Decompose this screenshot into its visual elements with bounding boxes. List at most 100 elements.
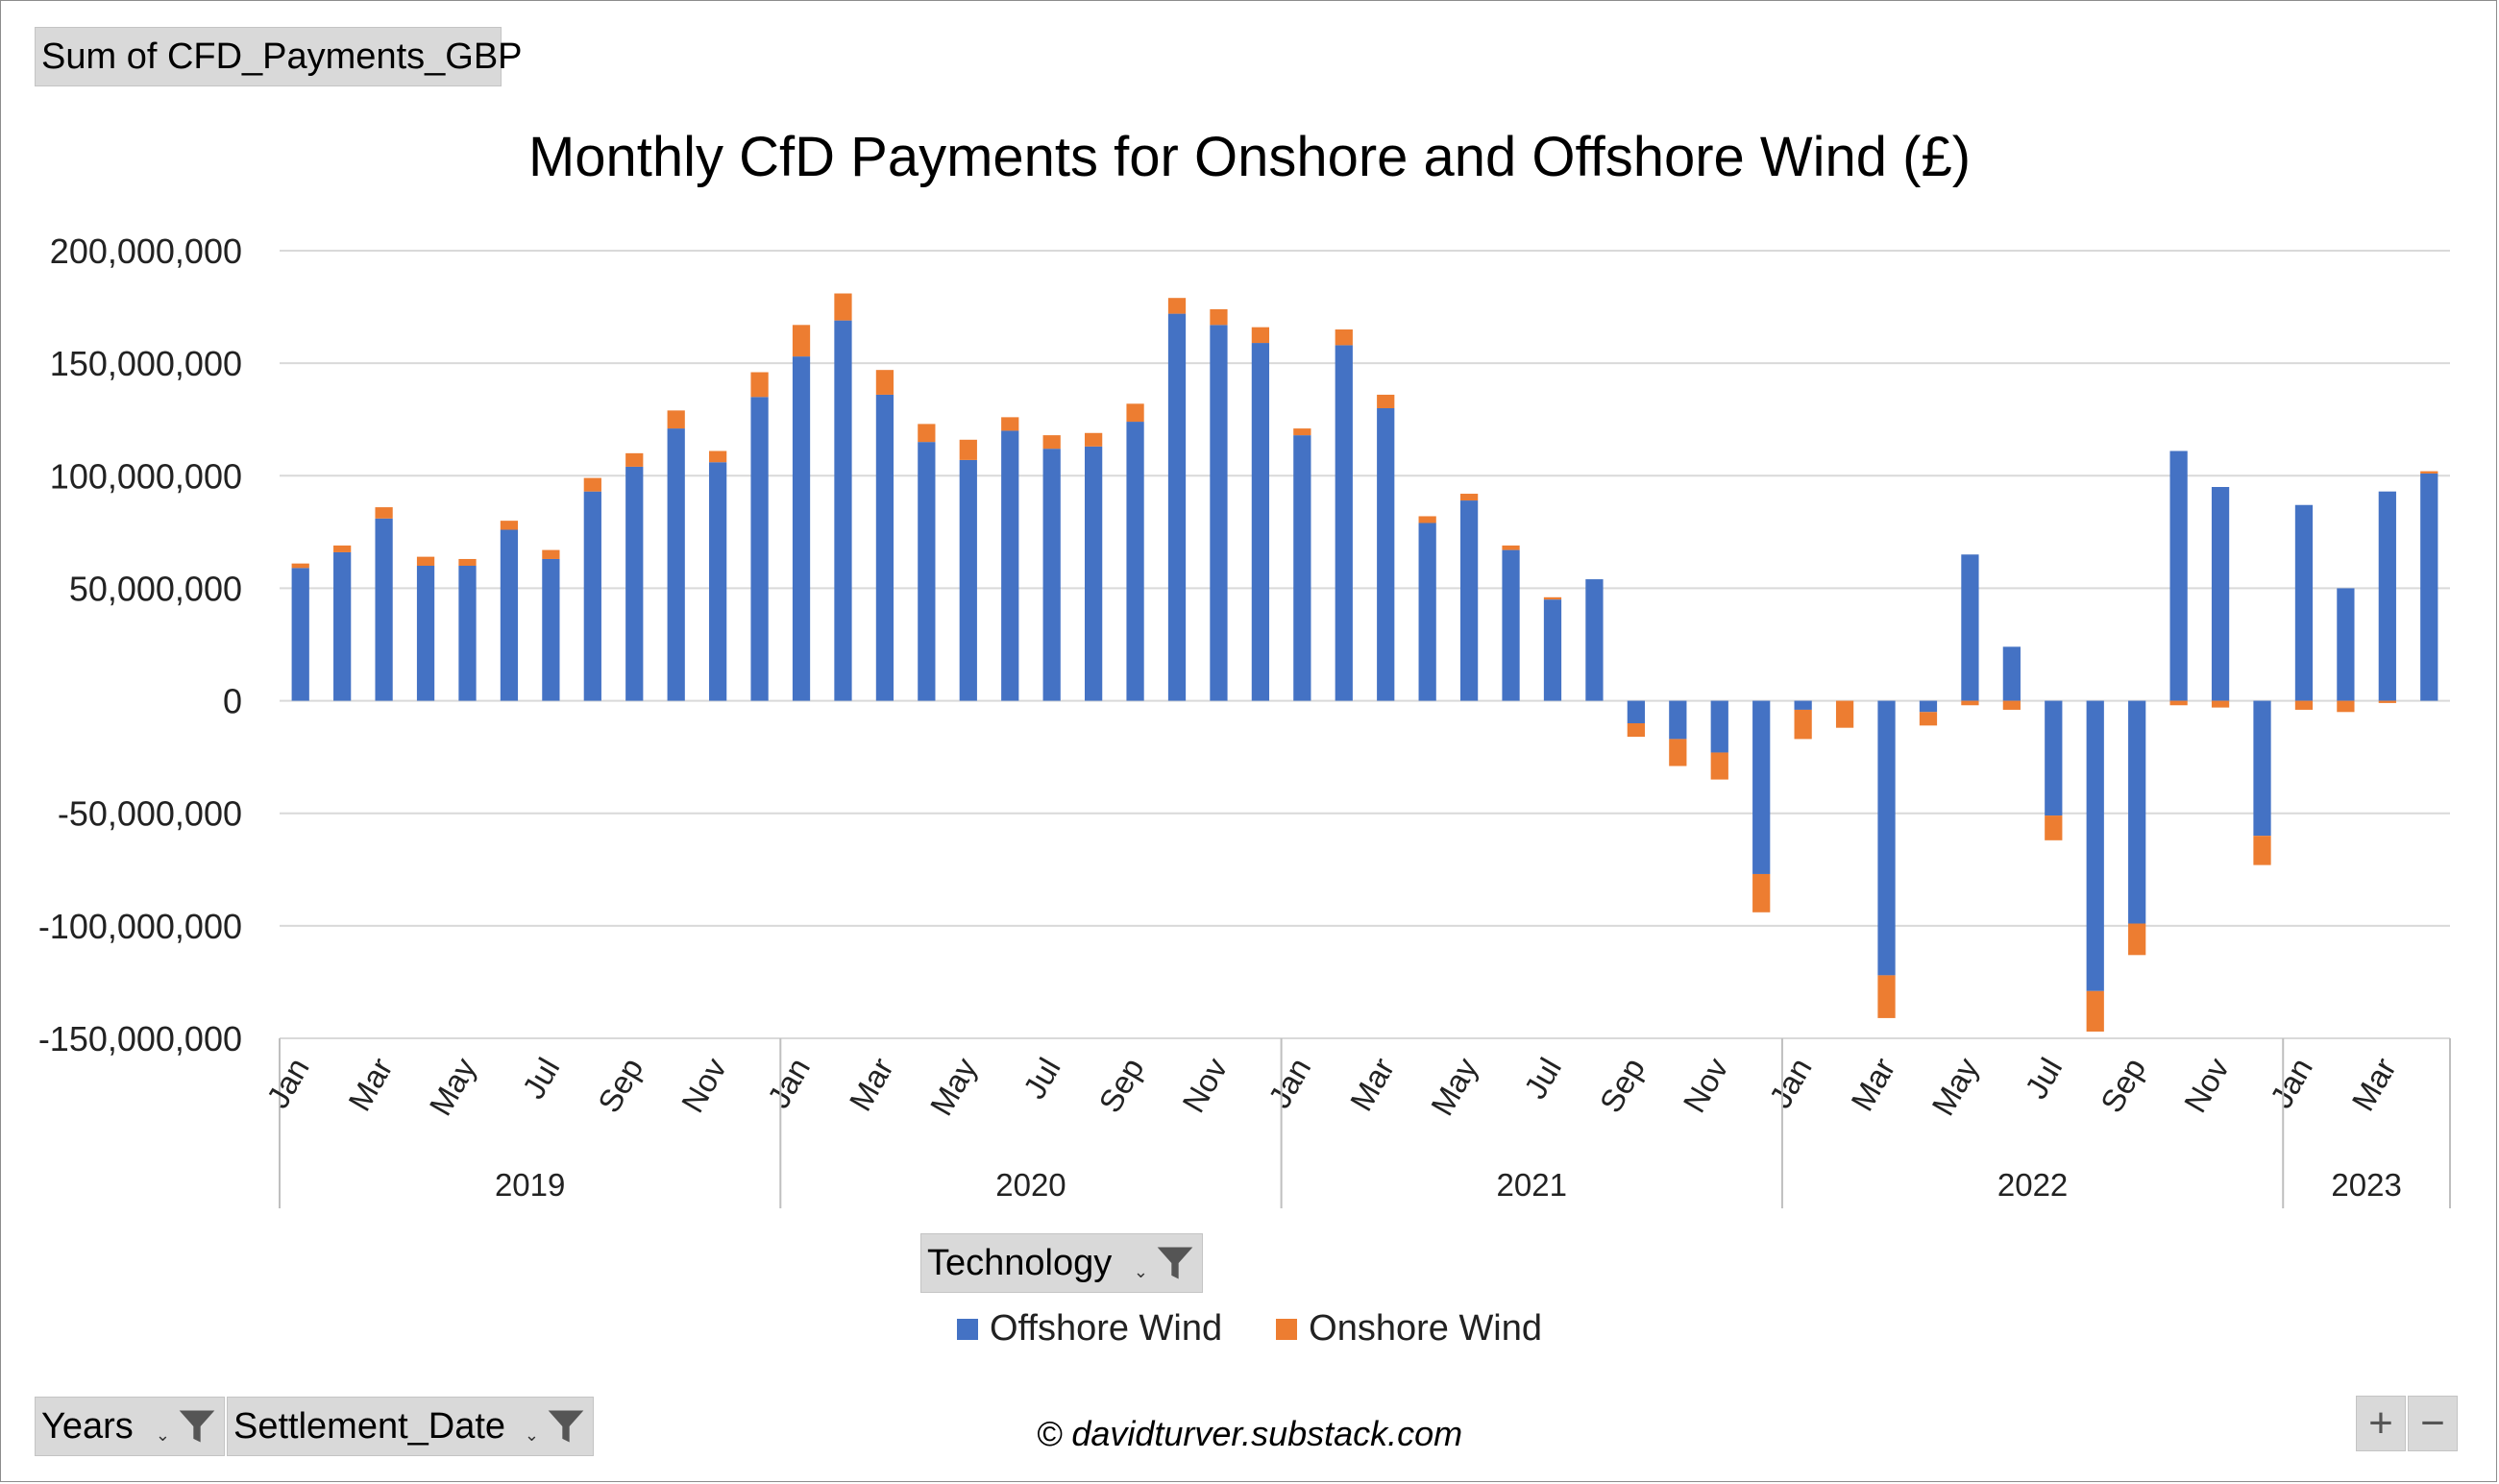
- x-month-label: Sep: [591, 1052, 649, 1118]
- x-month-label: Jul: [1517, 1052, 1568, 1105]
- bar-offshore-wind: [959, 459, 977, 701]
- x-month-label: Jul: [515, 1052, 566, 1105]
- bar-offshore-wind: [1085, 446, 1103, 701]
- bar-offshore-wind: [1794, 700, 1812, 710]
- bar-onshore-wind: [792, 325, 811, 357]
- y-tick-label: -50,000,000: [58, 794, 242, 834]
- bar-onshore-wind: [667, 410, 685, 429]
- x-month-label: Mar: [341, 1052, 399, 1117]
- y-tick-label: 100,000,000: [50, 456, 242, 496]
- x-month-label: May: [1924, 1052, 1985, 1122]
- bar-offshore-wind: [709, 462, 727, 701]
- bar-offshore-wind: [1167, 313, 1187, 701]
- funnel-icon: [548, 1410, 584, 1443]
- bar-onshore-wind: [1293, 428, 1311, 436]
- legend-item-onshore[interactable]: Onshore Wind: [1276, 1308, 1542, 1350]
- x-month-label: May: [1424, 1052, 1484, 1122]
- bar-offshore-wind: [2420, 473, 2438, 701]
- years-field-button[interactable]: Years ⌄: [35, 1397, 225, 1456]
- bar-offshore-wind: [1335, 345, 1353, 701]
- bar-offshore-wind: [834, 320, 852, 701]
- y-tick-label: 200,000,000: [50, 231, 242, 271]
- bar-onshore-wind: [2294, 700, 2314, 710]
- x-year-label: 2020: [995, 1167, 1066, 1203]
- bar-offshore-wind: [2294, 504, 2314, 701]
- legend: Offshore Wind Onshore Wind: [0, 1308, 2499, 1350]
- bar-offshore-wind: [750, 397, 769, 701]
- bar-onshore-wind: [458, 558, 477, 566]
- x-month-label: Sep: [2094, 1052, 2152, 1118]
- bar-onshore-wind: [2378, 700, 2396, 703]
- x-month-label: Mar: [843, 1052, 900, 1117]
- bar-offshore-wind: [2002, 646, 2021, 701]
- collapse-field-button[interactable]: −: [2408, 1396, 2458, 1451]
- bar-onshore-wind: [1752, 873, 1771, 912]
- bar-onshore-wind: [1794, 709, 1812, 740]
- bar-offshore-wind: [1585, 579, 1604, 701]
- bar-onshore-wind: [1919, 712, 1938, 726]
- x-year-label: 2022: [1997, 1167, 2068, 1203]
- funnel-icon: [1157, 1247, 1193, 1279]
- bar-onshore-wind: [1835, 700, 1854, 728]
- bar-onshore-wind: [1042, 435, 1061, 450]
- technology-field-button[interactable]: Technology ⌄: [920, 1233, 1203, 1293]
- bar-offshore-wind: [458, 566, 477, 701]
- values-field-button[interactable]: Sum of CFD_Payments_GBP: [35, 27, 523, 86]
- bar-offshore-wind: [1210, 325, 1228, 701]
- settlement-date-field-button[interactable]: Settlement_Date ⌄: [227, 1397, 594, 1456]
- x-year-label: 2023: [2331, 1167, 2401, 1203]
- minus-icon: −: [2420, 1399, 2445, 1447]
- bar-offshore-wind: [918, 442, 936, 701]
- bar-offshore-wind: [2128, 700, 2146, 924]
- bar-onshore-wind: [875, 370, 894, 395]
- bar-onshore-wind: [2045, 815, 2063, 840]
- bar-onshore-wind: [1167, 298, 1187, 314]
- bar-onshore-wind: [291, 563, 309, 569]
- bar-offshore-wind: [667, 428, 685, 701]
- bar-offshore-wind: [542, 558, 560, 701]
- x-month-label: May: [422, 1052, 482, 1122]
- bar-onshore-wind: [1543, 596, 1562, 600]
- y-axis-labels: 200,000,000 150,000,000 100,000,000 50,000,…: [38, 231, 242, 1058]
- expand-field-button[interactable]: +: [2356, 1396, 2406, 1451]
- bar-onshore-wind: [1335, 329, 1353, 346]
- y-tick-label: 50,000,000: [69, 569, 242, 608]
- legend-item-offshore[interactable]: Offshore Wind: [956, 1308, 1222, 1350]
- bar-offshore-wind: [1126, 422, 1144, 701]
- x-month-label: Jan: [1262, 1052, 1318, 1114]
- bar-onshore-wind: [500, 521, 519, 530]
- bar-onshore-wind: [959, 439, 977, 460]
- bar-offshore-wind: [1669, 700, 1687, 740]
- bar-offshore-wind: [500, 529, 519, 701]
- settlement-date-field-label: Settlement_Date: [233, 1405, 506, 1447]
- x-axis: Jan Mar May Jul Sep Nov Jan Mar May Jul Sep Nov Jan M…: [259, 1038, 2451, 1208]
- bar-onshore-wind: [1961, 700, 1979, 706]
- bar-onshore-wind: [750, 372, 769, 398]
- bar-onshore-wind: [1502, 545, 1520, 550]
- bar-offshore-wind: [1961, 554, 1979, 701]
- chart-title: Monthly CfD Payments for Onshore and Off…: [527, 126, 1972, 188]
- bar-onshore-wind: [1459, 494, 1479, 501]
- bar-offshore-wind: [1710, 700, 1728, 753]
- bar-onshore-wind: [1251, 327, 1270, 344]
- bar-onshore-wind: [709, 450, 727, 463]
- y-tick-label: 0: [223, 682, 242, 721]
- bar-offshore-wind: [2378, 491, 2396, 701]
- bar-onshore-wind: [1669, 739, 1687, 766]
- x-month-label: Mar: [1844, 1052, 1901, 1117]
- bar-offshore-wind: [2086, 700, 2104, 991]
- bar-offshore-wind: [333, 551, 352, 701]
- bar-onshore-wind: [2169, 700, 2188, 706]
- x-month-label: Jul: [2018, 1052, 2069, 1105]
- y-tick-label: -100,000,000: [38, 907, 242, 946]
- bar-offshore-wind: [416, 566, 435, 701]
- plus-icon: +: [2368, 1399, 2393, 1447]
- x-year-label: 2019: [495, 1167, 565, 1203]
- credit-text: © davidturver.substack.com: [1036, 1414, 1463, 1453]
- bar-onshore-wind: [834, 293, 852, 321]
- bar-onshore-wind: [1627, 723, 1645, 738]
- legend-swatch-offshore: [956, 1318, 978, 1340]
- bar-offshore-wind: [1919, 700, 1938, 713]
